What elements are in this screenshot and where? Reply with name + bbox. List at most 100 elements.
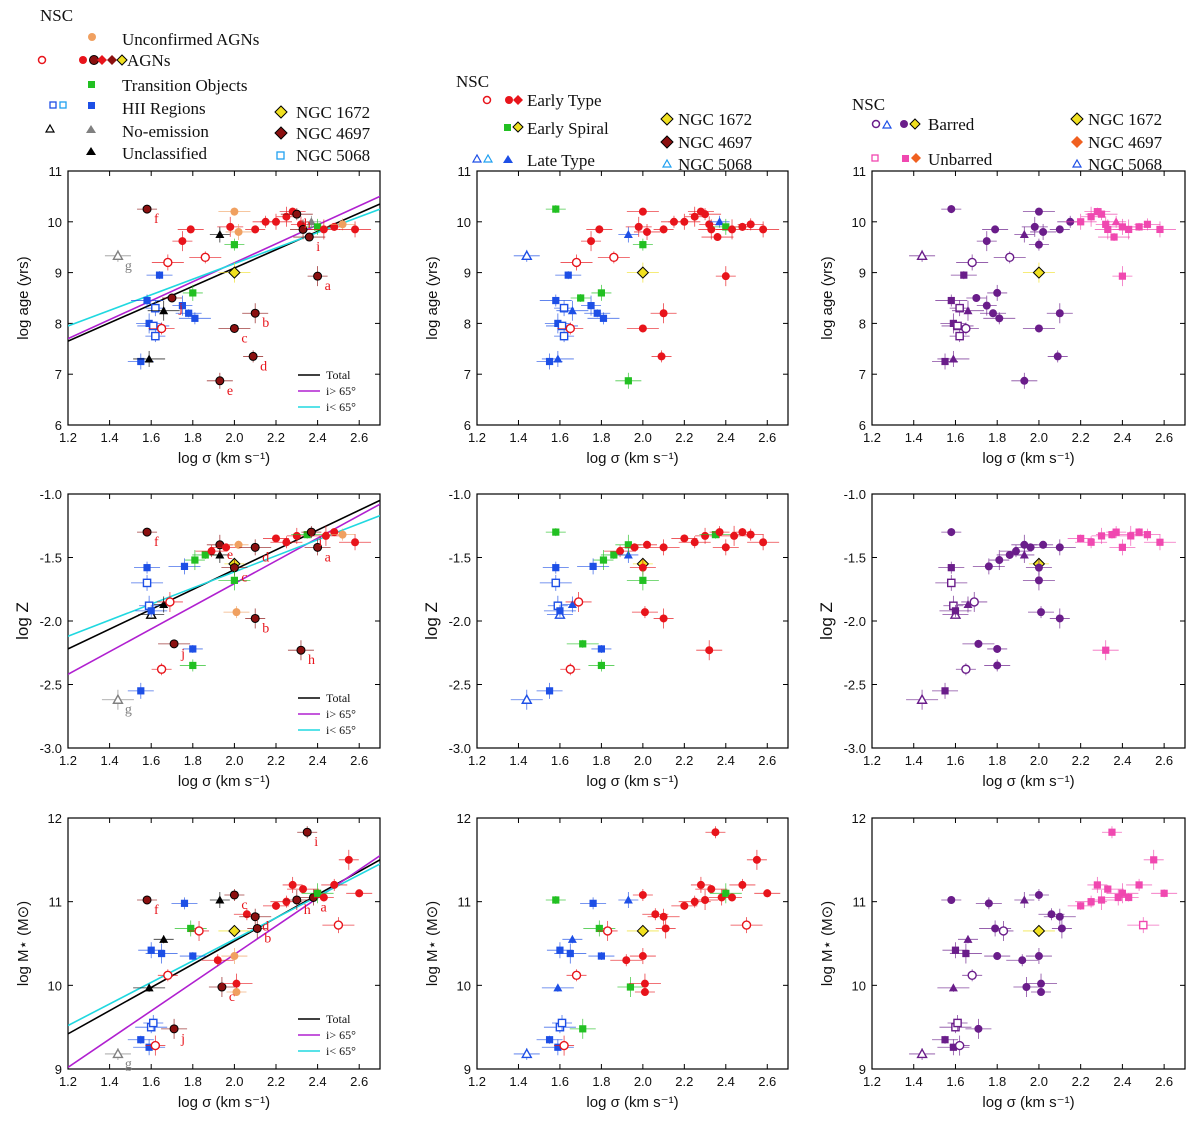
y-tick-label: 6 bbox=[859, 418, 866, 433]
data-point bbox=[1047, 910, 1056, 919]
data-point bbox=[947, 205, 956, 214]
data-point bbox=[1039, 227, 1048, 236]
data-point bbox=[1034, 576, 1043, 585]
y-axis-label: log age (yrs) bbox=[424, 256, 441, 339]
x-tick-label: 1.4 bbox=[905, 1074, 923, 1089]
data-point bbox=[752, 855, 761, 864]
legend-middle-header: NSC bbox=[456, 72, 489, 91]
data-point bbox=[564, 271, 572, 279]
data-point bbox=[659, 225, 668, 234]
data-point bbox=[552, 896, 560, 904]
x-tick-label: 2.0 bbox=[225, 1074, 243, 1089]
point-label: h bbox=[304, 903, 311, 918]
x-tick-label: 1.2 bbox=[59, 1074, 77, 1089]
data-point bbox=[707, 225, 716, 234]
data-point bbox=[1037, 988, 1046, 997]
y-tick-label: -2.0 bbox=[844, 614, 866, 629]
y-tick-label: 11 bbox=[49, 164, 63, 179]
data-point bbox=[234, 540, 243, 549]
data-point bbox=[552, 528, 560, 536]
legend-early-open bbox=[482, 95, 492, 105]
data-point bbox=[638, 324, 647, 333]
data-point bbox=[701, 531, 710, 540]
data-point bbox=[351, 225, 360, 234]
data-point bbox=[738, 222, 747, 231]
x-tick-label: 1.8 bbox=[592, 1074, 610, 1089]
fit-legend-label: Total bbox=[326, 368, 351, 382]
data-point bbox=[746, 530, 755, 539]
point-label: b bbox=[264, 931, 271, 946]
legend-mid-n1672 bbox=[660, 112, 674, 126]
data-point bbox=[1108, 531, 1116, 539]
x-axis-label: log σ (km s⁻¹) bbox=[178, 1094, 270, 1111]
x-tick-label: 1.6 bbox=[142, 1074, 160, 1089]
data-point bbox=[1125, 225, 1133, 234]
x-tick-label: 2.4 bbox=[1113, 1074, 1131, 1089]
data-point bbox=[1034, 324, 1043, 333]
fit-legend-label: i< 65° bbox=[326, 723, 356, 737]
x-tick-label: 1.8 bbox=[184, 1074, 202, 1089]
data-point bbox=[232, 608, 241, 617]
data-point bbox=[554, 1043, 562, 1051]
data-point bbox=[599, 314, 608, 322]
data-point bbox=[1055, 543, 1064, 552]
x-tick-label: 2.0 bbox=[225, 430, 243, 445]
data-point bbox=[1026, 543, 1035, 552]
fit-legend-label: i< 65° bbox=[326, 1044, 356, 1058]
data-point bbox=[640, 988, 649, 997]
legend-agn-marker bbox=[79, 56, 87, 64]
data-point bbox=[338, 220, 347, 229]
legend-n4697-marker bbox=[274, 126, 288, 140]
data-point bbox=[993, 952, 1002, 961]
y-tick-label: -3.0 bbox=[449, 741, 471, 756]
data-point bbox=[1143, 220, 1152, 228]
data-point bbox=[1104, 225, 1112, 234]
x-axis-label: log σ (km s⁻¹) bbox=[178, 773, 270, 790]
data-point bbox=[1034, 207, 1043, 216]
y-tick-label: 10 bbox=[457, 215, 471, 230]
data-point bbox=[639, 576, 647, 584]
data-point bbox=[947, 528, 956, 537]
data-point bbox=[974, 1024, 983, 1033]
point-label: d bbox=[262, 920, 269, 935]
x-tick-label: 2.0 bbox=[1030, 753, 1048, 768]
data-point bbox=[651, 910, 660, 919]
plot-area bbox=[510, 525, 780, 710]
data-point bbox=[597, 645, 605, 653]
data-point bbox=[1102, 220, 1110, 228]
x-tick-label: 1.2 bbox=[863, 753, 881, 768]
data-point bbox=[953, 1018, 962, 1028]
legend-late-type: Late Type bbox=[527, 151, 595, 170]
data-point bbox=[557, 1018, 567, 1028]
x-tick-label: 2.4 bbox=[717, 1074, 735, 1089]
legend-hii-marker bbox=[88, 102, 95, 109]
legend-unclass-marker bbox=[86, 147, 96, 155]
data-point bbox=[1019, 230, 1029, 238]
data-point bbox=[680, 534, 689, 543]
y-tick-label: -1.5 bbox=[40, 551, 62, 566]
data-point bbox=[1135, 528, 1143, 536]
data-point bbox=[272, 901, 280, 910]
x-tick-label: 2.6 bbox=[350, 753, 368, 768]
data-point bbox=[306, 217, 316, 226]
legend-noemis-marker bbox=[86, 125, 96, 133]
y-axis-label: log age (yrs) bbox=[15, 256, 32, 339]
legend-right: NSC Barred Unbarred NGC 1672 NGC 4697 NG… bbox=[852, 95, 1163, 174]
data-point bbox=[589, 899, 597, 907]
data-point bbox=[1093, 208, 1101, 216]
data-point bbox=[159, 599, 169, 608]
data-point bbox=[961, 664, 971, 674]
data-point bbox=[545, 1036, 554, 1044]
y-tick-label: 7 bbox=[55, 367, 62, 382]
data-point bbox=[746, 220, 755, 229]
data-point bbox=[201, 551, 209, 559]
data-point bbox=[248, 351, 258, 361]
data-point bbox=[552, 564, 560, 572]
data-point bbox=[624, 377, 632, 385]
data-point bbox=[552, 205, 560, 213]
data-point bbox=[559, 303, 569, 313]
x-tick-label: 1.6 bbox=[551, 430, 569, 445]
data-point bbox=[967, 970, 977, 980]
data-point bbox=[333, 920, 344, 930]
data-point bbox=[659, 912, 668, 921]
